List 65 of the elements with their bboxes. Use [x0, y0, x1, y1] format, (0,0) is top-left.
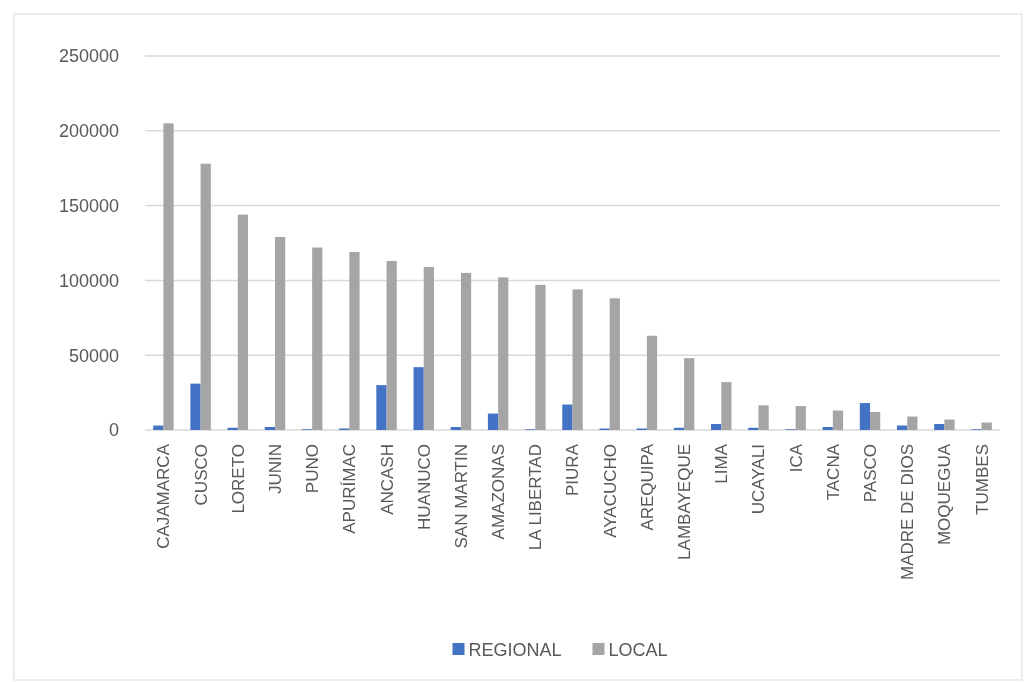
x-tick-label: LIMA: [712, 443, 732, 484]
bar: [274, 237, 286, 430]
bar: [758, 405, 769, 430]
bar: [711, 424, 722, 430]
y-tick-label: 200000: [58, 121, 119, 142]
bar: [535, 284, 546, 430]
bar: [721, 382, 732, 430]
bar: [870, 412, 881, 430]
bar: [859, 403, 871, 430]
y-tick-label: 100000: [58, 270, 119, 291]
bar: [934, 424, 945, 430]
bar: [907, 416, 918, 430]
bar: [562, 404, 573, 430]
x-tick-label: HUANUCO: [414, 444, 434, 530]
bar: [795, 406, 806, 430]
bar: [981, 422, 992, 430]
x-tick-label: CAJAMARCA: [154, 443, 174, 549]
bar: [609, 298, 620, 430]
x-tick-label: AYACUCHO: [600, 444, 620, 538]
bar: [190, 383, 201, 430]
bar: [572, 289, 583, 430]
x-tick-label: PUNO: [303, 444, 323, 494]
x-tick-label: JUNIN: [265, 444, 285, 495]
bar: [646, 335, 658, 430]
bar: [413, 367, 424, 430]
legend-label: REGIONAL: [468, 640, 562, 661]
x-tick-label: CUSCO: [191, 444, 211, 506]
bar: [386, 260, 397, 430]
x-tick-label: AREQUIPA: [637, 443, 657, 531]
x-tick-label: TUMBES: [972, 444, 992, 515]
bar: [498, 277, 509, 430]
x-tick-label: TACNA: [823, 443, 843, 501]
bar: [200, 163, 211, 430]
x-tick-label: SAN MARTIN: [451, 444, 471, 549]
x-tick-label: PIURA: [563, 443, 583, 496]
bar: [944, 419, 955, 430]
bar: [237, 214, 249, 430]
legend-label: LOCAL: [608, 640, 668, 661]
x-tick-label: PASCO: [860, 444, 880, 503]
bar: [684, 358, 695, 430]
x-tick-label: LORETO: [228, 444, 248, 514]
bar: [349, 251, 360, 430]
y-tick-label: 0: [108, 420, 119, 441]
bar: [264, 427, 275, 430]
bar: [450, 427, 461, 430]
x-tick-label: ICA: [786, 443, 806, 473]
x-tick-label: APURÍMAC: [340, 444, 360, 534]
x-tick-label: AMAZONAS: [489, 444, 509, 540]
bar: [832, 410, 844, 430]
bar: [460, 272, 472, 430]
bar: [163, 123, 174, 430]
x-tick-label: ANCASH: [377, 444, 397, 515]
bar: [312, 247, 323, 430]
y-tick-label: 50000: [68, 345, 119, 366]
y-tick-label: 250000: [58, 46, 119, 67]
x-tick-label: MADRE DE DIOS: [898, 444, 918, 581]
bar: [423, 266, 434, 430]
bar: [487, 413, 499, 430]
y-tick-label: 150000: [58, 195, 119, 216]
x-tick-label: LA LIBERTAD: [526, 444, 546, 551]
x-tick-label: LAMBAYEQUE: [675, 444, 695, 560]
bar: [822, 427, 833, 430]
bar: [376, 385, 387, 430]
x-tick-label: MOQUEGUA: [935, 443, 955, 546]
x-tick-label: UCAYALI: [749, 444, 769, 515]
